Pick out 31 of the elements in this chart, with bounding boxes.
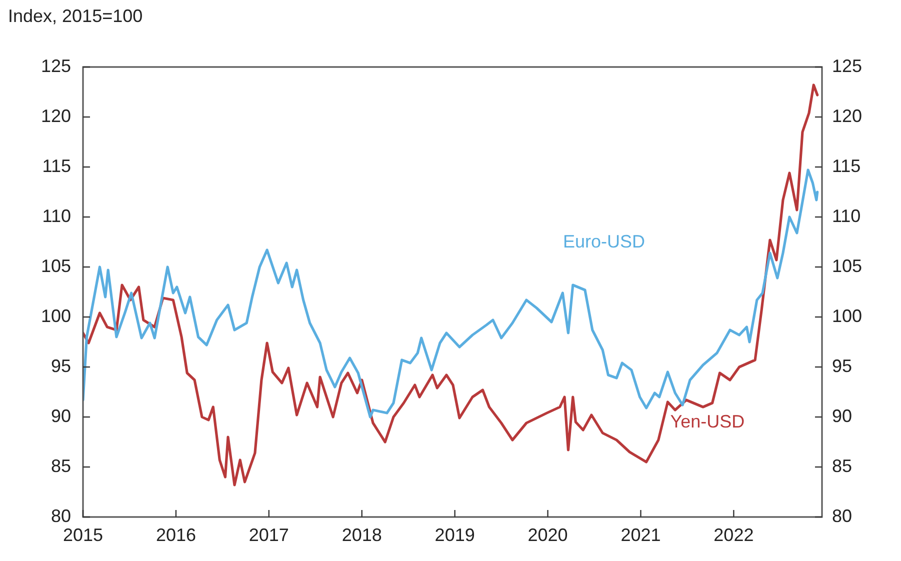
y-axis-title: Index, 2015=100 [8, 6, 143, 27]
y-tick-label: 110 [42, 206, 71, 226]
x-tick-label: 2016 [156, 524, 196, 545]
x-tick-label: 2021 [620, 524, 661, 545]
series-label: Yen-USD [670, 411, 745, 432]
x-tick-label: 2015 [62, 524, 104, 545]
x-tick-label: 2018 [342, 524, 382, 545]
y2-tick-label: 120 [832, 106, 862, 126]
y-tick-label: 95 [50, 356, 71, 376]
y-tick-label: 120 [40, 106, 71, 126]
y-tick-label: 90 [50, 406, 71, 426]
series-label: Euro-USD [562, 231, 646, 252]
y2-tick-label: 105 [832, 256, 862, 276]
y2-tick-label: 95 [832, 356, 852, 376]
y-tick-label: 80 [50, 506, 71, 526]
y2-tick-label: 125 [832, 56, 862, 76]
y-tick-label: 125 [40, 56, 71, 76]
y-tick-label: 105 [40, 256, 71, 276]
x-tick-label: 2020 [528, 524, 568, 545]
y2-tick-label: 115 [832, 156, 861, 176]
y2-tick-label: 100 [832, 306, 862, 326]
y2-tick-label: 85 [832, 456, 852, 476]
y-tick-label: 100 [40, 306, 71, 326]
x-tick-label: 2019 [434, 524, 475, 545]
y2-tick-label: 90 [832, 406, 852, 426]
y-tick-label: 85 [50, 456, 71, 476]
x-tick-label: 2017 [248, 524, 289, 545]
y-tick-label: 115 [42, 156, 71, 176]
y2-tick-label: 80 [832, 506, 852, 526]
x-tick-label: 2022 [714, 524, 754, 545]
y2-tick-label: 110 [832, 206, 861, 226]
